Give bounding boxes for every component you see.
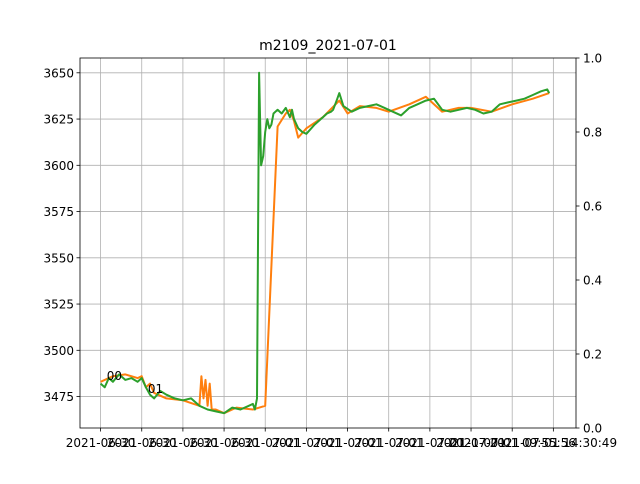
- x-tick-label: 2021-07-01: [395, 436, 465, 450]
- x-tick-label: 2021-07-01 14:30:49: [490, 436, 617, 450]
- y-axis-right: 0.0 0.2 0.4 0.6 0.8 1.0: [576, 52, 602, 436]
- x-tick-label: 2021-07-01: [230, 436, 300, 450]
- y-tick-label: 3475: [43, 390, 74, 404]
- y2-tick-label: 0.2: [583, 348, 602, 362]
- x-tick-label: 2021-07-01: [313, 436, 383, 450]
- y-tick-label: 3650: [43, 66, 74, 80]
- annotation-label: 01: [148, 382, 163, 396]
- x-tick-label: 2021-07-01: [436, 436, 506, 450]
- annotation-label: 00: [107, 369, 122, 383]
- x-tick-label: 2021-07-01: [272, 436, 342, 450]
- y-tick-label: 3500: [43, 344, 74, 358]
- y-tick-label: 3525: [43, 298, 74, 312]
- series-line: [100, 92, 550, 415]
- x-axis: 2021-06-302021-06-302021-06-302021-06-30…: [66, 428, 617, 450]
- series-line: [99, 71, 551, 415]
- y-tick-label: 3550: [43, 251, 74, 265]
- x-tick-label: 2021-06-30: [189, 436, 259, 450]
- y2-tick-label: 0.4: [583, 274, 602, 288]
- chart-title: m2109_2021-07-01: [259, 38, 397, 54]
- y2-tick-label: 0.6: [583, 200, 602, 214]
- x-tick-label: 2021-07-01: [354, 436, 424, 450]
- y2-tick-label: 1.0: [583, 52, 602, 66]
- y-tick-label: 3625: [43, 113, 74, 127]
- y2-tick-label: 0.0: [583, 422, 602, 436]
- x-tick-label: 2021-06-30: [107, 436, 177, 450]
- x-tick-label: 2021-07-01 09:55:56: [448, 436, 575, 450]
- x-tick-label: 2021-06-30: [66, 436, 136, 450]
- y2-tick-label: 0.8: [583, 126, 602, 140]
- chart-annotations: 00 01: [107, 369, 163, 396]
- gridlines: [80, 58, 576, 428]
- data-series: [99, 71, 551, 415]
- y-tick-label: 3600: [43, 159, 74, 173]
- x-tick-label: 2021-06-30: [148, 436, 218, 450]
- y-axis-left: 3475 3500 3525 3550 3575 3600 3625 3650: [43, 66, 80, 404]
- plot-frame: [79, 57, 577, 429]
- y-tick-label: 3575: [43, 205, 74, 219]
